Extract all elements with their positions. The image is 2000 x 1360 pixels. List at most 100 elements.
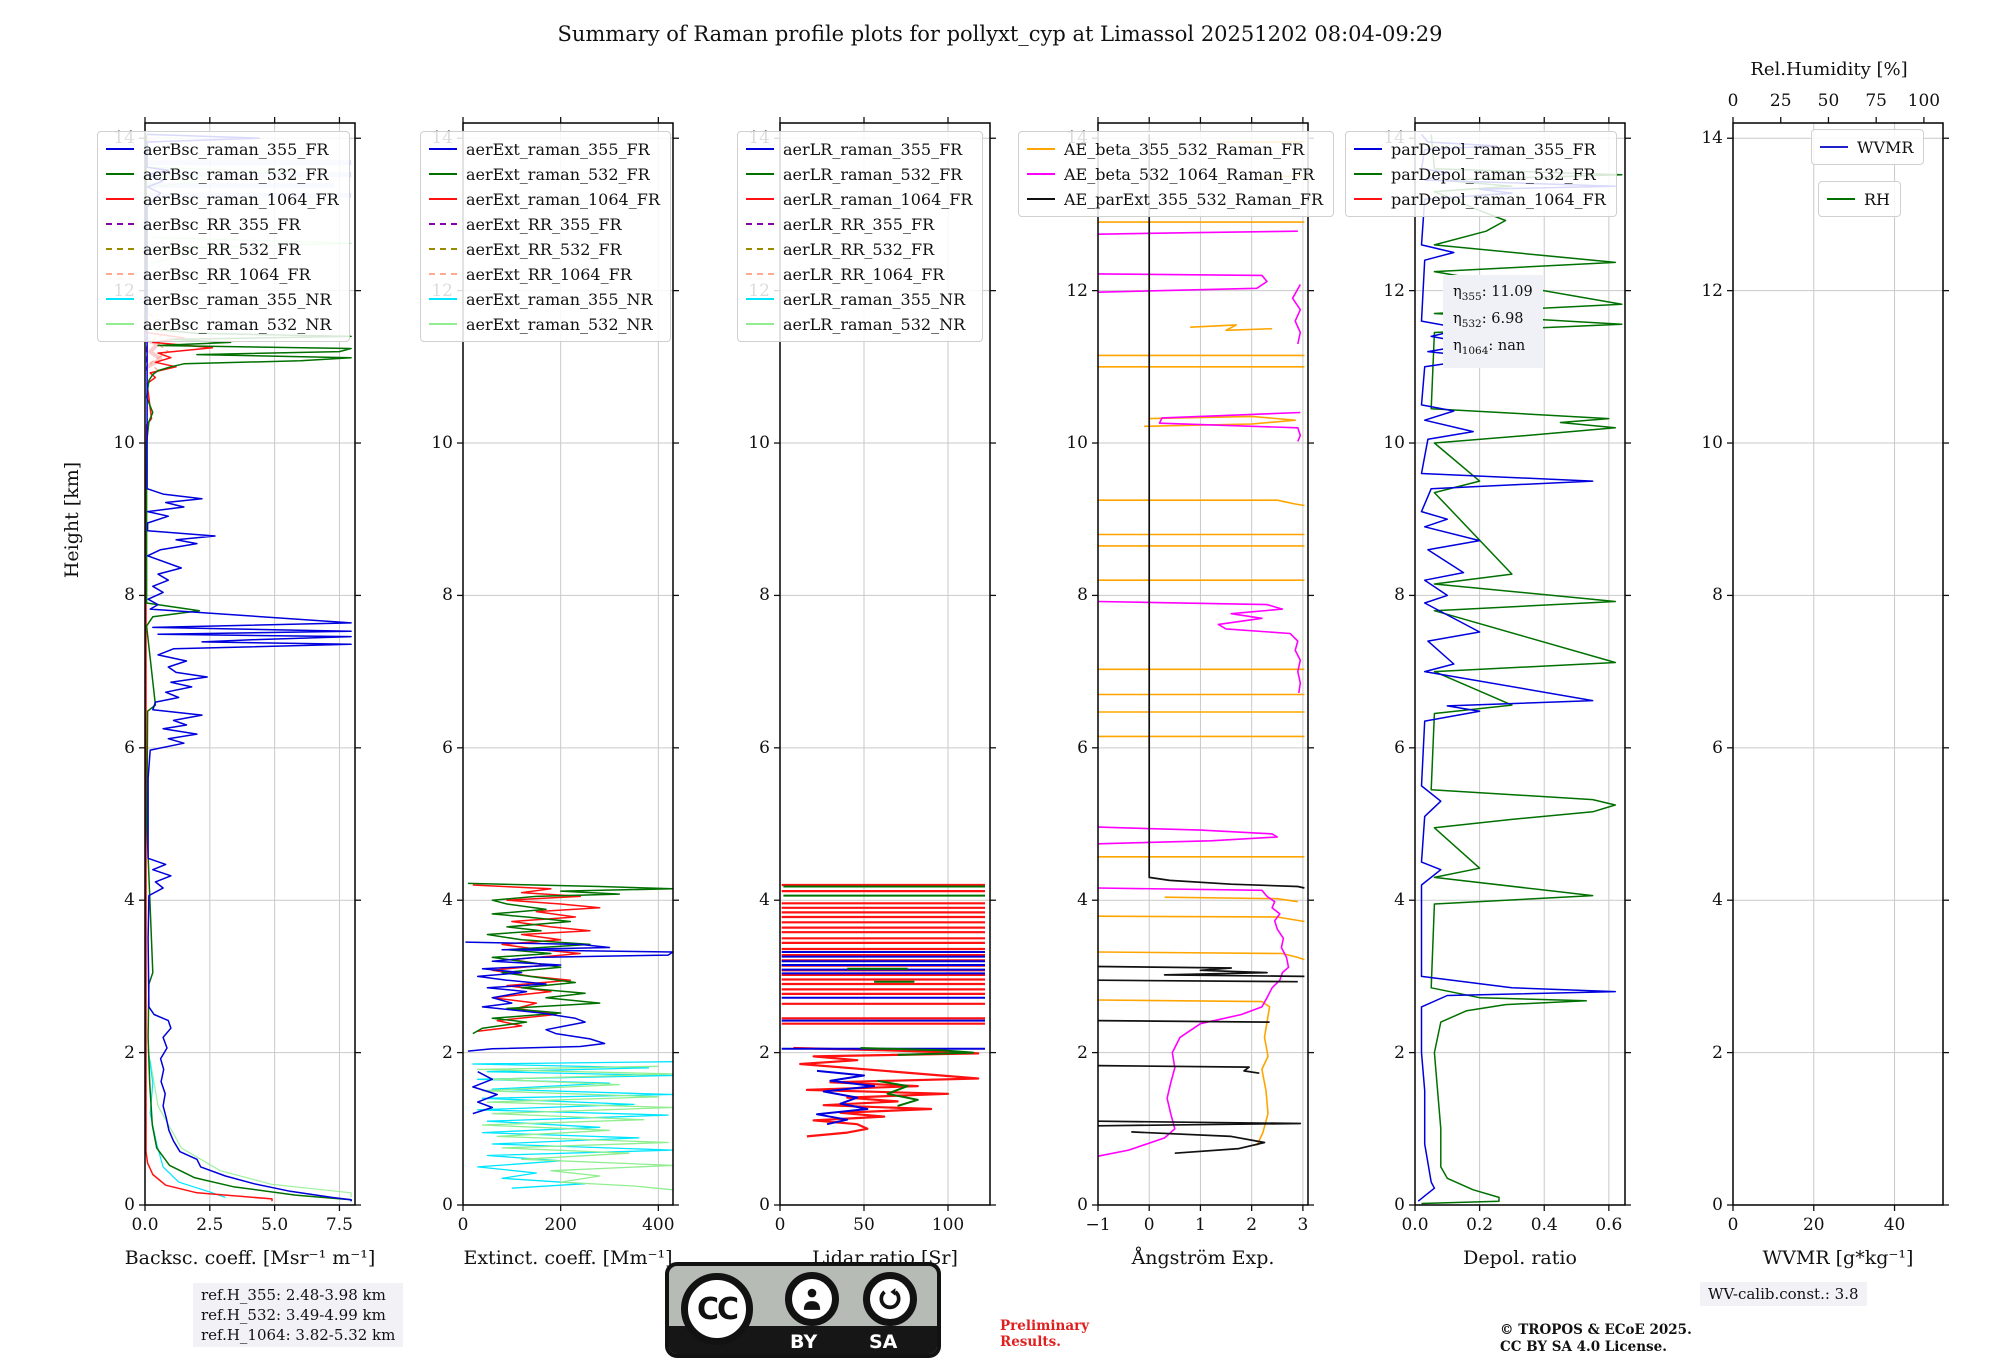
- x-tick-label: 20: [1802, 1215, 1825, 1235]
- y-tick-label: 0: [442, 1195, 453, 1215]
- reference-heights-note: ref.H_355: 2.48-3.98 km ref.H_532: 3.49-…: [193, 1283, 404, 1347]
- series-aerLR_raman_532_FR: [783, 885, 985, 1107]
- y-tick-label: 2: [1394, 1042, 1405, 1063]
- legend-line-sample: [106, 323, 134, 325]
- y-tick-label: 8: [1712, 585, 1723, 606]
- lidar-ratio-plot: 05010002468101214Lidar ratio [Sr]aerLR_r…: [737, 117, 996, 1269]
- y-tick-label: 10: [1066, 433, 1088, 454]
- y-tick-label: 8: [442, 585, 453, 606]
- x-tick-label: 3: [1297, 1215, 1309, 1235]
- legend-item: aerLR_raman_355_NR: [746, 287, 972, 311]
- legend-label: AE_parExt_355_532_Raman_FR: [1064, 189, 1323, 209]
- x-tick-label: 7.5: [325, 1215, 353, 1235]
- legend-label: aerExt_RR_532_FR: [466, 239, 622, 259]
- legend-item: AE_beta_355_532_Raman_FR: [1027, 137, 1323, 161]
- legend-item: aerLR_RR_532_FR: [746, 237, 972, 261]
- legend-label: aerExt_RR_1064_FR: [466, 264, 632, 284]
- y-tick-label: 4: [124, 890, 135, 911]
- y-tick-label: 2: [442, 1042, 453, 1063]
- x-tick-label: 400: [642, 1215, 675, 1235]
- legend-item: WVMR: [1820, 135, 1913, 159]
- lidar-ratio-legend: aerLR_raman_355_FR aerLR_raman_532_FR aerL…: [737, 131, 984, 342]
- legend-line-sample: [746, 173, 774, 175]
- rh-top-tick-label: 100: [1907, 91, 1941, 111]
- legend-line-sample: [1827, 198, 1855, 200]
- figure-title: Summary of Raman profile plots for polly…: [557, 22, 1443, 46]
- legend-line-sample: [106, 298, 134, 300]
- legend-label: aerBsc_raman_355_FR: [143, 139, 329, 159]
- legend-label: aerExt_raman_355_NR: [466, 289, 653, 309]
- legend-item: aerLR_RR_355_FR: [746, 212, 972, 236]
- x-tick-label: 0.4: [1530, 1215, 1558, 1235]
- legend-item: aerBsc_raman_1064_FR: [106, 187, 339, 211]
- legend-label: aerLR_RR_1064_FR: [783, 264, 945, 284]
- legend-label: aerExt_raman_532_FR: [466, 164, 650, 184]
- legend-item: aerLR_raman_532_FR: [746, 162, 972, 186]
- legend-item: aerExt_RR_532_FR: [429, 237, 660, 261]
- series-aerExt_raman_355_FR: [465, 941, 674, 1115]
- legend-item: AE_beta_532_1064_Raman_FR: [1027, 162, 1323, 186]
- series-aerBsc_raman_355_FR: [146, 133, 352, 1202]
- legend-line-sample: [106, 198, 134, 200]
- series-aerLR_raman_355_FR: [781, 951, 985, 1126]
- x-axis-label: Extinct. coeff. [Mm⁻¹]: [463, 1247, 673, 1269]
- legend-line-sample: [1027, 198, 1055, 200]
- y-tick-label: 0: [1394, 1195, 1405, 1215]
- legend-item: aerExt_RR_355_FR: [429, 212, 660, 236]
- ref-h-355: ref.H_355: 2.48-3.98 km: [201, 1286, 386, 1304]
- legend-item: aerExt_raman_355_FR: [429, 137, 660, 161]
- legend-line-sample: [746, 223, 774, 225]
- legend-line-sample: [429, 198, 457, 200]
- y-tick-label: 14: [1701, 128, 1723, 149]
- legend-label: aerExt_raman_355_FR: [466, 139, 650, 159]
- cc-by-label: BY: [790, 1331, 818, 1353]
- legend-label: parDepol_raman_355_FR: [1391, 139, 1596, 159]
- legend-item: aerBsc_RR_1064_FR: [106, 262, 339, 286]
- legend-label: aerLR_RR_355_FR: [783, 214, 935, 234]
- y-tick-label: 6: [759, 737, 770, 758]
- legend-label: AE_beta_532_1064_Raman_FR: [1064, 164, 1315, 184]
- series-aerExt_raman_532_FR: [467, 882, 674, 1035]
- depolarization-legend: parDepol_raman_355_FR parDepol_raman_532_…: [1345, 131, 1617, 217]
- legend-item: aerBsc_RR_355_FR: [106, 212, 339, 236]
- x-tick-label: 100: [931, 1215, 965, 1235]
- y-tick-label: 10: [113, 433, 135, 454]
- legend-line-sample: [746, 248, 774, 250]
- x-tick-label: 50: [853, 1215, 875, 1235]
- legend-label: aerExt_raman_532_NR: [466, 314, 653, 334]
- x-tick-label: 0: [774, 1215, 786, 1235]
- legend-item: aerExt_raman_355_NR: [429, 287, 660, 311]
- legend-line-sample: [106, 148, 134, 150]
- y-tick-label: 8: [1394, 585, 1405, 606]
- legend-label: aerLR_RR_532_FR: [783, 239, 935, 259]
- cc-sa-arrow-icon: [863, 1272, 917, 1326]
- x-axis-label: Backsc. coeff. [Msr⁻¹ m⁻¹]: [124, 1247, 376, 1269]
- legend-item: aerBsc_raman_355_FR: [106, 137, 339, 161]
- legend-item: aerLR_RR_1064_FR: [746, 262, 972, 286]
- legend-label: WVMR: [1857, 137, 1914, 157]
- y-tick-label: 2: [1712, 1042, 1723, 1063]
- legend-label: aerLR_raman_355_NR: [783, 289, 966, 309]
- x-axis-label: Depol. ratio: [1463, 1247, 1577, 1269]
- legend-item: aerBsc_raman_355_NR: [106, 287, 339, 311]
- angstrom-exponent-legend: AE_beta_355_532_Raman_FR AE_beta_532_1064…: [1018, 131, 1334, 217]
- rh-top-tick-label: 75: [1865, 91, 1887, 111]
- y-tick-label: 4: [1712, 890, 1723, 911]
- legend-item: aerLR_raman_1064_FR: [746, 187, 972, 211]
- legend-line-sample: [746, 148, 774, 150]
- legend-label: aerBsc_raman_532_FR: [143, 164, 329, 184]
- ref-h-1064: ref.H_1064: 3.82-5.32 km: [201, 1326, 396, 1344]
- y-tick-label: 12: [1383, 280, 1405, 301]
- cc-icon: CC: [681, 1273, 753, 1345]
- series-AE_parExt_355_532_Raman_FR: [1097, 134, 1305, 1155]
- legend-line-sample: [429, 273, 457, 275]
- legend-line-sample: [429, 223, 457, 225]
- legend-label: aerLR_raman_532_NR: [783, 314, 966, 334]
- legend-label: aerLR_raman_532_FR: [783, 164, 963, 184]
- x-tick-label: 40: [1883, 1215, 1906, 1235]
- y-tick-label: 6: [1712, 737, 1723, 758]
- y-tick-label: 4: [759, 890, 770, 911]
- extinction-plot: 020040002468101214Extinct. coeff. [Mm⁻¹]…: [420, 117, 679, 1269]
- rh-top-tick-label: 0: [1727, 91, 1739, 111]
